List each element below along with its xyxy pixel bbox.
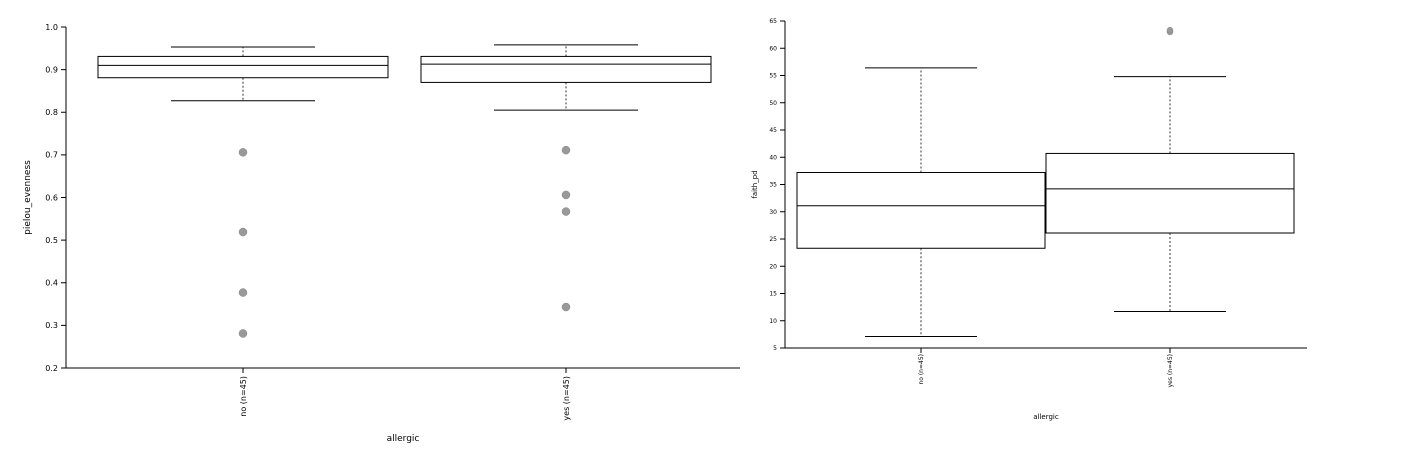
y-tick-label: 40	[769, 154, 777, 161]
y-axis-label: pielou_evenness	[23, 160, 33, 235]
box-group: yes (n=45)	[420, 44, 712, 421]
y-tick-label: 30	[769, 209, 777, 216]
y-tick-label: 0.6	[45, 193, 58, 202]
box-iqr	[796, 172, 1046, 249]
outlier-point	[561, 145, 571, 155]
outlier-point	[238, 148, 248, 157]
y-tick-label: 25	[769, 236, 777, 243]
y-tick-label: 0.3	[45, 321, 58, 330]
box-iqr	[420, 55, 712, 83]
outlier-point	[1166, 27, 1174, 34]
y-tick-label: 0.5	[45, 236, 58, 245]
y-axis-label: faith_pd	[751, 170, 759, 198]
box-iqr	[1045, 152, 1295, 234]
y-tick-label: 60	[769, 45, 777, 52]
box-group: no (n=45)	[97, 46, 389, 417]
y-tick-label: 5	[773, 345, 777, 352]
y-tick-label: 45	[769, 127, 777, 134]
outlier-point	[561, 207, 571, 216]
outlier-point	[238, 329, 248, 338]
y-tick-label: 0.7	[45, 151, 58, 160]
box-group: yes (n=45)	[1045, 27, 1295, 387]
x-axis-label: allergic	[1033, 413, 1059, 421]
y-tick-label: 55	[769, 73, 777, 80]
box-plot-1: 0.2 0.3 0.4 0.5 0.6 0.7 0.8 0.9 1.0 pielou_evenne…	[23, 23, 740, 444]
y-tick-label: 10	[769, 318, 777, 325]
y-tick-label: 1.0	[45, 23, 58, 32]
x-category-label: yes (n=45)	[1167, 354, 1174, 387]
outlier-point	[238, 227, 248, 237]
y-tick-label: 50	[769, 100, 777, 107]
outlier-point	[238, 288, 248, 297]
x-category-label: yes (n=45)	[562, 376, 571, 421]
outlier-point	[561, 302, 571, 312]
box-plot-2: 5 10 15 20 25 30 35 40 45 50 55 60 65 faith_pdallergi…	[751, 18, 1307, 421]
outlier-point	[561, 190, 571, 200]
y-tick-label: 20	[769, 263, 777, 270]
box-iqr	[97, 55, 389, 79]
y-tick-label: 0.9	[45, 65, 58, 74]
y-tick-label: 65	[769, 18, 777, 25]
y-tick-label: 0.8	[45, 108, 58, 117]
y-tick-label: 0.2	[45, 364, 58, 373]
box-group: no (n=45)	[796, 67, 1046, 385]
y-tick-label: 15	[769, 291, 777, 298]
x-category-label: no (n=45)	[239, 376, 248, 417]
x-axis-label: allergic	[387, 434, 420, 444]
x-category-label: no (n=45)	[918, 354, 925, 385]
y-tick-label: 35	[769, 182, 777, 189]
y-tick-label: 0.4	[45, 279, 58, 288]
